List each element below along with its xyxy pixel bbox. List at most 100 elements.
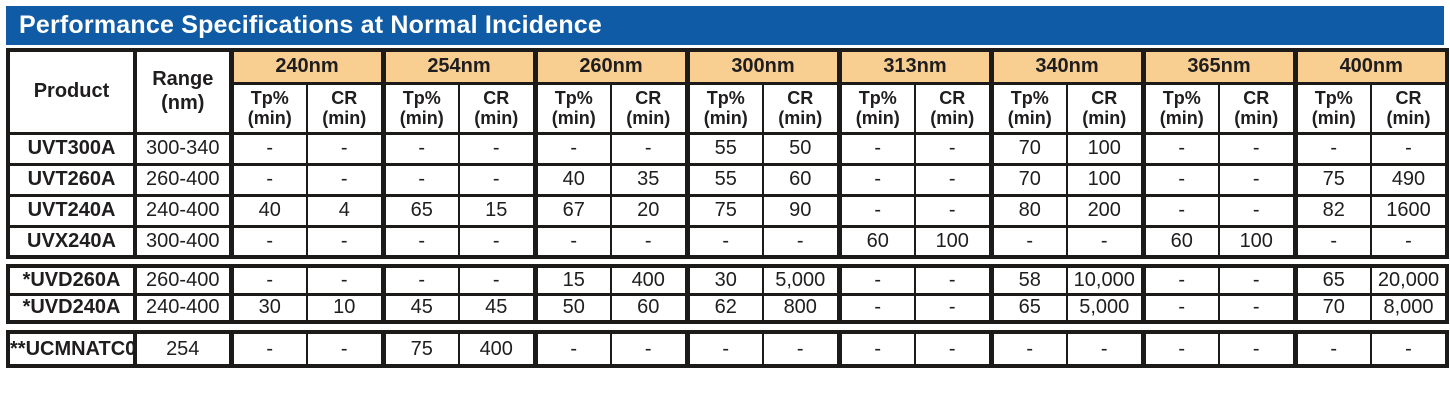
value-cell: - (988, 330, 1068, 368)
subheader-label-line2: (min) (1007, 108, 1052, 128)
subheader-label-line1: CR (331, 87, 358, 108)
subheader-label-line1: Tp% (1314, 87, 1353, 108)
table-row: UVT260A 260-400- - - -40 35 55 60- -70 100- -75 490 (7, 162, 1448, 197)
value-cell: - (228, 264, 308, 296)
subheader-label-line2: (min) (399, 108, 444, 128)
subheader-label-line2: (min) (1234, 108, 1279, 128)
value-cell: - (1140, 330, 1220, 368)
value-cell: - (1140, 131, 1220, 166)
value-cell: 100 (1066, 162, 1144, 197)
header-row-wavelengths: Product Range (nm) 240nm 254nm 260nm 300nm 3… (7, 48, 1448, 135)
value-cell: - (1292, 330, 1372, 368)
product-cell: UVT240A (7, 193, 137, 228)
subheader-cr: CR (min) (610, 81, 688, 135)
subheader-label-line1: Tp% (554, 87, 593, 108)
spec-table-header: Product Range (nm) 240nm 254nm 260nm 300nm 3… (7, 48, 1448, 135)
value-cell: - (610, 330, 688, 368)
table-row: **UCMNATC0 254- -75 400- - - - - - - - - - - - (7, 330, 1448, 368)
table-row: *UVD240A 240-400 30 10 45 45 50 60 62 800- -65 5,00… (7, 292, 1448, 324)
subheader-label-line2: (min) (1386, 108, 1431, 128)
spec-table-uvd-group: *UVD260A 260-400- - - -15 400 30 5,000- -58 10,00… (6, 264, 1449, 324)
value-cell: 90 (762, 193, 840, 228)
value-cell: - (1370, 224, 1448, 259)
value-cell: 40 (532, 162, 612, 197)
subheader-tp: Tp% (min) (228, 81, 308, 135)
value-cell: - (914, 264, 992, 296)
value-cell: - (1292, 224, 1372, 259)
value-cell: 15 (458, 193, 536, 228)
table-body-group-uvt: UVT300A 300-340- - - - - -55 50- -70 100- - - - UVT26… (7, 131, 1448, 259)
subheader-tp: Tp% (min) (380, 81, 460, 135)
value-cell: 70 (988, 131, 1068, 166)
value-cell: - (762, 330, 840, 368)
value-cell: - (836, 131, 916, 166)
value-cell: - (1370, 330, 1448, 368)
subheader-label-line1: CR (1091, 87, 1118, 108)
subheader-cr: CR (min) (458, 81, 536, 135)
wavelength-header: 254nm (380, 48, 536, 85)
value-cell: 75 (1292, 162, 1372, 197)
value-cell: 10,000 (1066, 264, 1144, 296)
value-cell: 65 (380, 193, 460, 228)
value-cell: 75 (380, 330, 460, 368)
value-cell: 70 (988, 162, 1068, 197)
subheader-label-line1: CR (787, 87, 814, 108)
value-cell: 35 (610, 162, 688, 197)
value-cell: - (914, 193, 992, 228)
spec-sheet-panel: Performance Specifications at Normal Inc… (6, 6, 1449, 368)
subheader-label-line1: Tp% (1162, 87, 1201, 108)
subheader-label-line1: CR (483, 87, 510, 108)
subheader-label-line2: (min) (474, 108, 519, 128)
subheader-label-line2: (min) (1082, 108, 1127, 128)
table-title: Performance Specifications at Normal Inc… (19, 11, 603, 39)
value-cell: - (684, 224, 764, 259)
value-cell: - (1066, 330, 1144, 368)
value-cell: 45 (380, 292, 460, 324)
value-cell: - (228, 330, 308, 368)
value-cell: 55 (684, 162, 764, 197)
product-cell: *UVD240A (7, 292, 137, 324)
value-cell: 50 (532, 292, 612, 324)
value-cell: - (1218, 330, 1296, 368)
value-cell: - (458, 264, 536, 296)
value-cell: - (306, 330, 384, 368)
value-cell: - (1292, 131, 1372, 166)
subheader-label-line2: (min) (930, 108, 975, 128)
value-cell: - (306, 131, 384, 166)
value-cell: 55 (684, 131, 764, 166)
value-cell: - (1218, 193, 1296, 228)
value-cell: - (228, 131, 308, 166)
subheader-tp: Tp% (min) (988, 81, 1068, 135)
value-cell: - (836, 330, 916, 368)
subheader-label-line2: (min) (855, 108, 900, 128)
table-title-bar: Performance Specifications at Normal Inc… (6, 6, 1444, 45)
subheader-label-line2: (min) (1311, 108, 1356, 128)
value-cell: - (684, 330, 764, 368)
value-cell: 30 (228, 292, 308, 324)
value-cell: - (1066, 224, 1144, 259)
value-cell: - (458, 162, 536, 197)
value-cell: 45 (458, 292, 536, 324)
value-cell: 82 (1292, 193, 1372, 228)
subheader-label-line2: (min) (1159, 108, 1204, 128)
value-cell: 400 (458, 330, 536, 368)
subheader-label-line1: CR (939, 87, 966, 108)
value-cell: - (380, 264, 460, 296)
value-cell: - (1218, 292, 1296, 324)
value-cell: - (458, 224, 536, 259)
value-cell: - (914, 162, 992, 197)
product-cell: UVX240A (7, 224, 137, 259)
value-cell: 60 (610, 292, 688, 324)
value-cell: - (914, 292, 992, 324)
wavelength-header: 260nm (532, 48, 688, 85)
product-column-header: Product (7, 48, 137, 135)
value-cell: - (532, 131, 612, 166)
subheader-label-line2: (min) (703, 108, 748, 128)
value-cell: 30 (684, 264, 764, 296)
subheader-cr: CR (min) (306, 81, 384, 135)
range-cell: 240-400 (134, 193, 234, 228)
subheader-label-line2: (min) (778, 108, 823, 128)
value-cell: - (458, 131, 536, 166)
value-cell: - (532, 224, 612, 259)
subheader-label-line1: CR (1243, 87, 1270, 108)
